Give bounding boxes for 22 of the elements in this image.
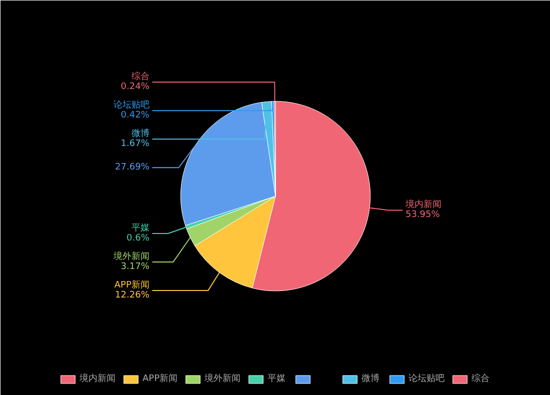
- data-label: 0.24%: [120, 82, 150, 92]
- slice-label: 平媒: [131, 222, 150, 234]
- data-label: 27.69%: [115, 162, 150, 173]
- legend-label: 境内新闻: [79, 372, 116, 385]
- data-label: 0.6%: [126, 233, 150, 244]
- slice-label: 综合: [131, 71, 150, 82]
- data-label: 53.95%: [405, 210, 440, 220]
- legend-label: 境外新闻: [204, 372, 241, 385]
- slice-label: 论坛贴吧: [113, 100, 150, 111]
- slice-label: APP新闻: [114, 279, 150, 290]
- legend-label: 论坛贴吧: [408, 372, 445, 385]
- legend-label: 综合: [472, 372, 490, 385]
- legend-label: APP新闻: [142, 372, 178, 385]
- legend-label: 平媒: [268, 373, 286, 385]
- legend-label: 微博: [362, 372, 380, 385]
- slice-label: 境内新闻: [404, 199, 442, 210]
- data-label: 0.42%: [120, 110, 150, 121]
- data-label: 3.17%: [120, 262, 150, 272]
- slice-label: 微博: [131, 128, 150, 140]
- slice-label: 境外新闻: [112, 250, 150, 262]
- data-label: 1.67%: [120, 139, 150, 150]
- data-label: 12.26%: [115, 290, 150, 300]
